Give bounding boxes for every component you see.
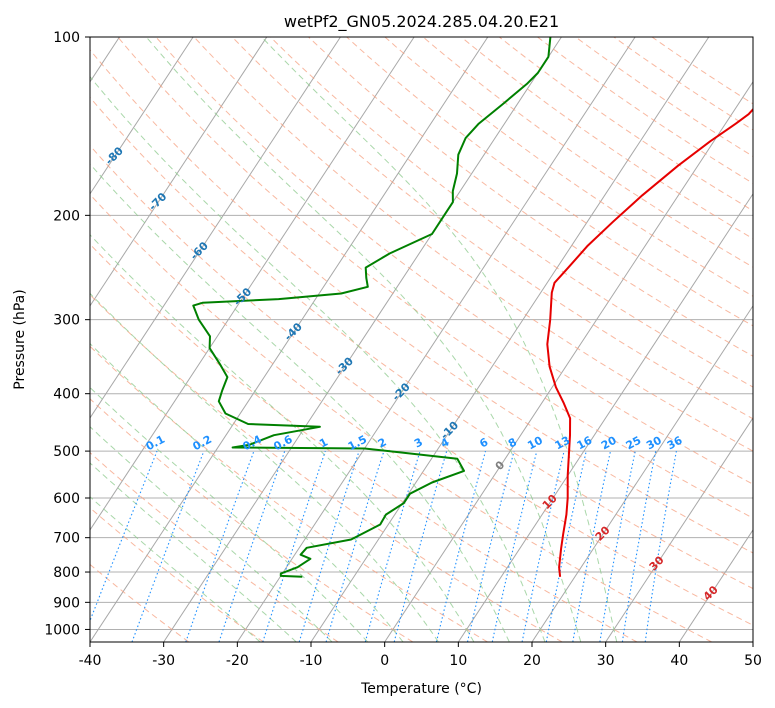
mixing-ratio-label: 13 xyxy=(553,434,573,453)
mixing-ratio-label: 25 xyxy=(624,434,644,453)
isotherm-line xyxy=(236,37,636,642)
x-axis-ticks: -40 -30 -20 -10 0 10 20 30 40 50 xyxy=(79,642,762,669)
temperature-profile-line xyxy=(546,107,753,577)
isotherm-line xyxy=(90,37,194,195)
y-tick-label: 500 xyxy=(53,444,80,460)
moist-adiabat xyxy=(90,496,261,642)
mixing-ratio-line xyxy=(325,450,385,642)
moist-adiabat xyxy=(90,462,297,642)
dry-adiabat xyxy=(193,37,753,452)
mixing-ratio-label: 20 xyxy=(599,434,619,453)
dry-adiabat xyxy=(575,37,753,157)
pressure-gridlines xyxy=(90,37,753,630)
mixing-ratio-line xyxy=(521,450,565,642)
y-tick-label: 600 xyxy=(53,491,80,507)
dry-adiabat xyxy=(460,37,753,240)
mixing-ratio-line xyxy=(298,450,360,642)
isotherm-line xyxy=(531,304,753,642)
y-tick-label: 700 xyxy=(53,531,80,547)
mixing-ratio-line xyxy=(545,450,587,642)
dry-adiabat xyxy=(117,37,753,519)
plot-frame xyxy=(89,36,754,643)
moist-adiabat xyxy=(90,163,510,642)
mixing-ratio-label: 16 xyxy=(575,434,595,453)
x-tick-label: 20 xyxy=(523,653,541,669)
x-tick-label: -20 xyxy=(226,653,249,669)
y-tick-label: 100 xyxy=(53,30,80,46)
dry-adiabat xyxy=(90,294,563,642)
mixing-ratio-line xyxy=(644,450,677,642)
x-tick-label: -30 xyxy=(152,653,175,669)
x-axis-label: Temperature (°C) xyxy=(360,681,482,697)
mixing-ratio-line xyxy=(262,450,326,642)
isotherm-line xyxy=(90,37,415,531)
sounding-curves xyxy=(192,37,753,578)
y-axis-ticks: 100 200 300 400 500 600 700 800 900 1000 xyxy=(44,30,90,638)
dry-adiabat xyxy=(537,37,753,184)
mixing-ratio-label: 36 xyxy=(665,434,685,453)
x-tick-label: 0 xyxy=(380,653,389,669)
moist-adiabat xyxy=(90,426,333,642)
dry-adiabat xyxy=(422,37,753,268)
x-tick-label: 40 xyxy=(670,653,688,669)
mixing-ratio-line xyxy=(435,450,487,642)
isotherm-line xyxy=(90,37,268,307)
dry-adiabat xyxy=(90,96,753,590)
mixing-ratio-label: 30 xyxy=(644,434,664,453)
moist-adiabat xyxy=(90,234,475,642)
dry-adiabat xyxy=(90,144,753,626)
mixing-ratio-line xyxy=(393,450,448,642)
mixing-ratio-line xyxy=(185,450,255,642)
mixing-ratio-line xyxy=(491,450,538,642)
moist-adiabat xyxy=(90,342,404,642)
moist-adiabat xyxy=(145,37,582,642)
dry-adiabat xyxy=(498,37,753,212)
moist-adiabat xyxy=(90,292,439,642)
x-tick-label: -10 xyxy=(300,653,323,669)
mixing-ratio-label: 10 xyxy=(525,434,545,453)
mixing-ratio-lines xyxy=(90,450,677,642)
moist-adiabat xyxy=(90,75,546,642)
dry-adiabat xyxy=(384,37,753,297)
y-axis-label: Pressure (hPa) xyxy=(12,289,28,389)
y-tick-label: 800 xyxy=(53,565,80,581)
isotherm-line xyxy=(457,192,753,642)
dry-adiabat xyxy=(270,37,753,388)
dry-adiabat xyxy=(90,451,339,642)
y-tick-label: 400 xyxy=(53,387,80,403)
x-tick-label: 10 xyxy=(449,653,467,669)
dry-adiabat xyxy=(155,37,753,485)
x-tick-label: 50 xyxy=(744,653,762,669)
mixing-ratio-line xyxy=(364,450,421,642)
moist-adiabats xyxy=(90,37,618,642)
dry-adiabat xyxy=(90,49,753,554)
mixing-ratio-line xyxy=(218,450,286,642)
mixing-ratio-line xyxy=(599,450,636,642)
dry-adiabat xyxy=(231,37,753,420)
x-tick-label: -40 xyxy=(79,653,102,669)
dry-adiabat xyxy=(90,243,638,642)
chart-title: wetPf2_GN05.2024.285.04.20.E21 xyxy=(284,12,559,32)
isotherm-line xyxy=(90,37,341,419)
dewpoint-profile-line xyxy=(192,37,552,578)
moist-adiabat xyxy=(261,37,618,642)
y-tick-label: 900 xyxy=(53,595,80,611)
mixing-ratio-line xyxy=(572,450,612,642)
isotherm-line xyxy=(163,37,562,642)
x-tick-label: 30 xyxy=(597,653,615,669)
isotherm-line xyxy=(90,37,489,642)
y-tick-label: 1000 xyxy=(44,622,80,638)
mixing-ratio-line xyxy=(621,450,657,642)
isotherm-line xyxy=(678,529,753,642)
y-tick-label: 200 xyxy=(53,208,80,224)
mixing-ratio-line xyxy=(466,450,515,642)
y-tick-label: 300 xyxy=(53,313,80,329)
isotherm-line xyxy=(605,417,753,642)
